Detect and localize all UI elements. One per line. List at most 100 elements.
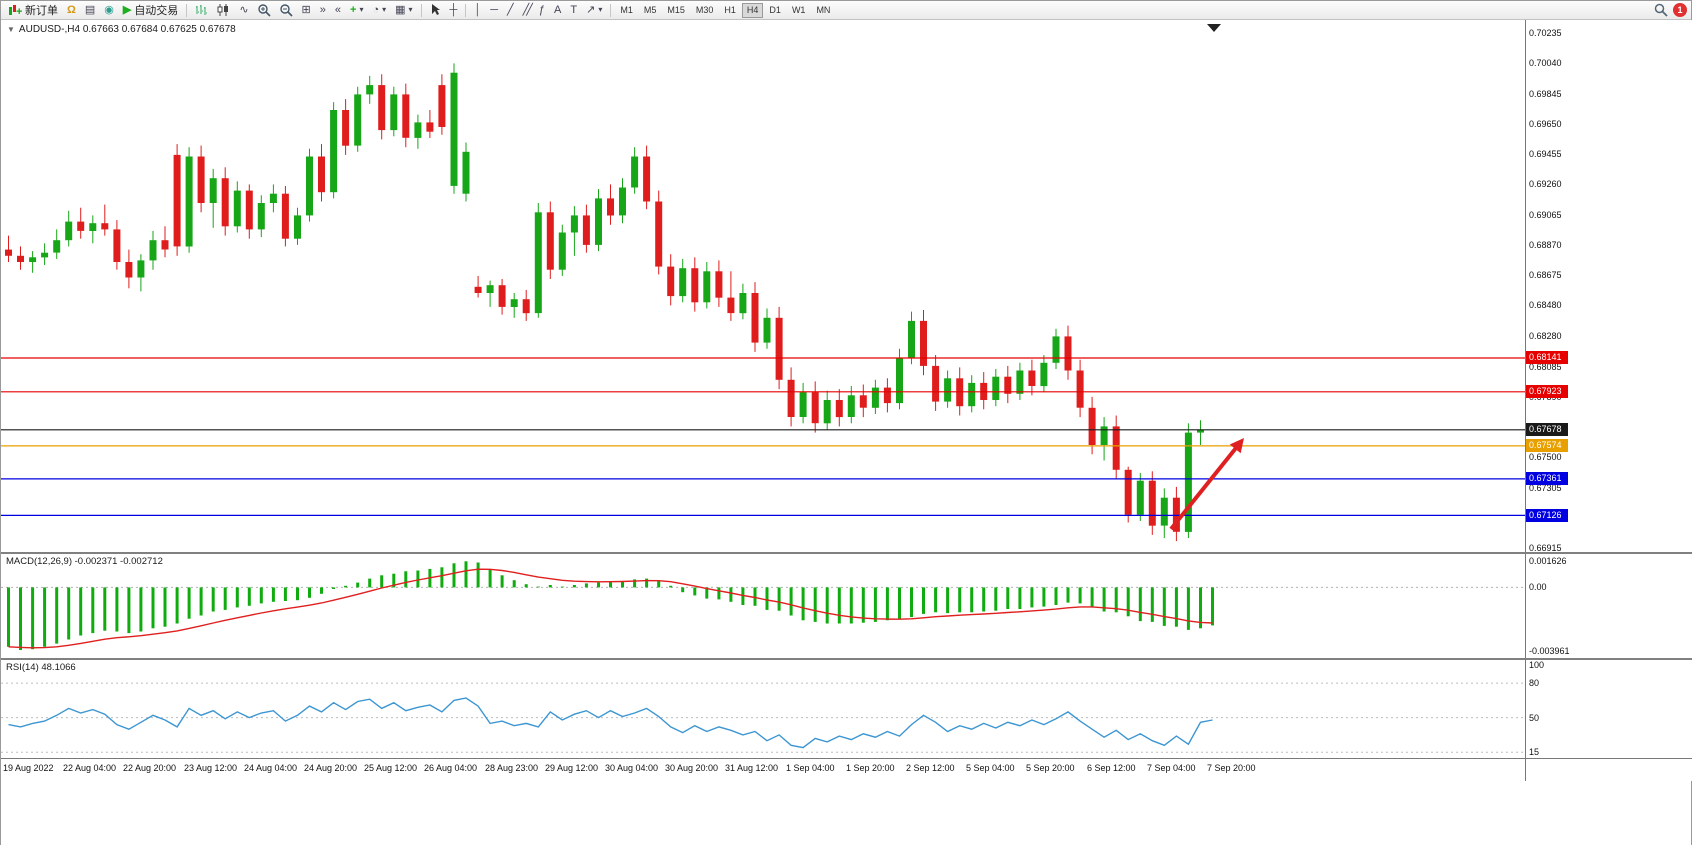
search-button[interactable] bbox=[1650, 2, 1672, 19]
timeframe-m30-button[interactable]: M30 bbox=[691, 3, 719, 18]
price-axis-label: 0.69455 bbox=[1529, 149, 1562, 159]
time-axis-label: 31 Aug 12:00 bbox=[725, 763, 779, 773]
zoom-in-icon bbox=[257, 3, 271, 17]
timeframe-h1-button[interactable]: H1 bbox=[719, 3, 741, 18]
main-chart-row: ▼ AUDUSD-,H4 0.67663 0.67684 0.67625 0.6… bbox=[1, 20, 1692, 553]
magnet-button[interactable]: Ω bbox=[63, 2, 80, 19]
rsi-axis[interactable]: 100 80 50 15 bbox=[1525, 660, 1692, 758]
dropdown-arrow-icon: ▾ bbox=[382, 5, 387, 14]
trendline-tool-button[interactable]: ╱ bbox=[503, 2, 518, 19]
price-axis[interactable]: 0.70235 0.70040 0.69845 0.69650 0.69455 0.692… bbox=[1525, 20, 1692, 553]
vertical-line-icon: │ bbox=[474, 3, 482, 16]
print-button[interactable]: ▤ bbox=[81, 2, 99, 19]
trendline-icon: ╱ bbox=[507, 3, 514, 16]
toolbar-separator bbox=[610, 3, 612, 17]
crosshair-tool-button[interactable]: ┼ bbox=[446, 2, 462, 19]
arrows-tool-button[interactable]: ↗ ▾ bbox=[582, 2, 606, 19]
price-tag: 0.67923 bbox=[1526, 385, 1568, 398]
line-chart-mode-button[interactable]: ∿ bbox=[235, 2, 252, 19]
svg-text:+: + bbox=[16, 6, 22, 16]
autotrading-label: 自动交易 bbox=[134, 5, 179, 17]
dropdown-arrow-icon: ▾ bbox=[359, 5, 364, 14]
time-axis-label: 26 Aug 04:00 bbox=[424, 763, 478, 773]
time-axis-label: 22 Aug 20:00 bbox=[123, 763, 177, 773]
autotrading-icon: ▶ bbox=[122, 3, 132, 16]
time-axis-label: 1 Sep 04:00 bbox=[786, 763, 835, 773]
price-axis-label: 0.68480 bbox=[1529, 300, 1562, 310]
text-icon: A bbox=[554, 3, 562, 16]
time-axis-label: 7 Sep 20:00 bbox=[1207, 763, 1256, 773]
window-bottom-area bbox=[1, 781, 1691, 845]
symbol-ohlc-text: AUDUSD-,H4 0.67663 0.67684 0.67625 0.676… bbox=[18, 24, 236, 35]
indicators-button[interactable]: + ▾ bbox=[346, 2, 367, 19]
time-axis-label: 28 Aug 23:00 bbox=[485, 763, 539, 773]
timeframe-mn-button[interactable]: MN bbox=[811, 3, 835, 18]
timeframe-m1-button[interactable]: M1 bbox=[615, 3, 638, 18]
channel-icon: ╱╱ bbox=[522, 3, 533, 16]
new-order-button[interactable]: + 新订单 bbox=[5, 2, 62, 19]
zoom-out-button[interactable] bbox=[276, 2, 297, 19]
price-axis-label: 0.67500 bbox=[1529, 452, 1562, 462]
time-axis-label: 25 Aug 12:00 bbox=[364, 763, 418, 773]
price-axis-label: 0.68870 bbox=[1529, 240, 1562, 250]
timeframe-m5-button[interactable]: M5 bbox=[639, 3, 662, 18]
time-axis-label: 7 Sep 04:00 bbox=[1147, 763, 1196, 773]
candlestick-mode-button[interactable] bbox=[213, 2, 234, 19]
search-icon bbox=[1654, 3, 1668, 17]
zoom-out-icon bbox=[279, 3, 293, 17]
chart-shift-button[interactable]: « bbox=[331, 2, 345, 19]
fibonacci-tool-button[interactable]: ƒ bbox=[535, 2, 549, 19]
label-icon: T bbox=[570, 3, 578, 16]
price-tag: 0.67678 bbox=[1526, 423, 1568, 436]
rsi-chart[interactable] bbox=[1, 660, 1525, 758]
rsi-plot[interactable]: RSI(14) 48.1066 bbox=[1, 660, 1525, 758]
text-tool-button[interactable]: A bbox=[550, 2, 565, 19]
axis-corner bbox=[1525, 759, 1692, 781]
time-axis-row: 19 Aug 2022 22 Aug 04:00 22 Aug 20:00 23 Au… bbox=[1, 758, 1692, 781]
rsi-axis-label: 100 bbox=[1529, 660, 1545, 670]
autotrading-button[interactable]: ▶ 自动交易 bbox=[119, 2, 182, 19]
time-axis-label: 19 Aug 2022 bbox=[3, 763, 54, 773]
main-chart-plot[interactable]: ▼ AUDUSD-,H4 0.67663 0.67684 0.67625 0.6… bbox=[1, 20, 1525, 552]
price-axis-label: 0.66915 bbox=[1529, 543, 1562, 553]
cursor-tool-button[interactable] bbox=[426, 2, 445, 19]
timeframe-m15-button[interactable]: M15 bbox=[662, 3, 690, 18]
tile-windows-button[interactable]: ⊞ bbox=[298, 2, 315, 19]
printer-icon: ▤ bbox=[84, 3, 96, 16]
macd-axis[interactable]: 0.001626 0.00 -0.003961 bbox=[1525, 554, 1692, 658]
bar-chart-mode-button[interactable] bbox=[191, 2, 212, 19]
clock-icon: ◔ bbox=[372, 3, 380, 16]
macd-chart[interactable] bbox=[1, 554, 1525, 658]
channel-tool-button[interactable]: ╱╱ bbox=[519, 2, 534, 19]
symbol-ohlc-line: ▼ AUDUSD-,H4 0.67663 0.67684 0.67625 0.6… bbox=[7, 24, 236, 35]
macd-plot[interactable]: MACD(12,26,9) -0.002371 -0.002712 bbox=[1, 554, 1525, 658]
vertical-line-tool-button[interactable]: │ bbox=[470, 2, 485, 19]
price-tag: 0.67361 bbox=[1526, 472, 1568, 485]
templates-dropdown-button[interactable]: ▦ ▾ bbox=[391, 2, 416, 19]
timeframe-w1-button[interactable]: W1 bbox=[787, 3, 811, 18]
periods-dropdown-button[interactable]: ◔ ▾ bbox=[368, 2, 390, 19]
zoom-in-button[interactable] bbox=[254, 2, 275, 19]
time-axis[interactable]: 19 Aug 2022 22 Aug 04:00 22 Aug 20:00 23 Au… bbox=[1, 759, 1525, 781]
refresh-button[interactable]: ◉ bbox=[100, 2, 118, 19]
timeframe-h4-button[interactable]: H4 bbox=[741, 2, 764, 18]
horizontal-line-tool-button[interactable]: ─ bbox=[486, 2, 502, 19]
price-axis-label: 0.67305 bbox=[1529, 483, 1562, 493]
price-axis-label: 0.70040 bbox=[1529, 58, 1562, 68]
fibonacci-icon: ƒ bbox=[538, 3, 546, 16]
one-click-trading-toggle-icon[interactable]: ▼ bbox=[7, 25, 15, 34]
timeframe-d1-button[interactable]: D1 bbox=[764, 3, 786, 18]
price-tag: 0.68141 bbox=[1526, 351, 1568, 364]
magnet-icon: Ω bbox=[67, 3, 76, 16]
time-axis-label: 23 Aug 12:00 bbox=[184, 763, 238, 773]
auto-scroll-button[interactable]: » bbox=[316, 2, 330, 19]
candlestick-icon bbox=[217, 4, 229, 16]
template-icon: ▦ bbox=[395, 3, 406, 16]
macd-axis-label: 0.00 bbox=[1529, 582, 1547, 592]
horizontal-line-icon: ─ bbox=[490, 3, 499, 16]
dropdown-arrow-icon: ▾ bbox=[598, 5, 603, 14]
notification-badge[interactable]: 1 bbox=[1673, 3, 1687, 17]
price-axis-label: 0.68085 bbox=[1529, 362, 1562, 372]
candlestick-chart[interactable] bbox=[1, 20, 1525, 552]
label-tool-button[interactable]: T bbox=[566, 2, 581, 19]
